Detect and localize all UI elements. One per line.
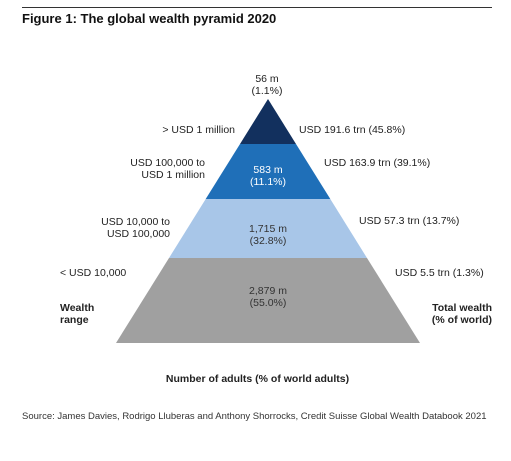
tier-2-wealth-range: USD 10,000 to USD 100,000: [101, 216, 170, 240]
pyramid-tier-top: [240, 99, 296, 144]
tier-3-adults-count: 2,879 m: [249, 285, 287, 297]
tier-3-adults-share: (55.0%): [249, 297, 287, 309]
top-rule: [22, 7, 492, 8]
figure-title: Figure 1: The global wealth pyramid 2020: [22, 11, 277, 26]
tier-2-adults-share: (32.8%): [249, 235, 287, 247]
tier-1-adults: 583 m (11.1%): [240, 164, 296, 188]
wealth-range-axis-title: Wealth range: [60, 302, 95, 326]
tier-0-total-wealth: USD 191.6 trn (45.8%): [299, 124, 406, 136]
tier-3-total-wealth: USD 5.5 trn (1.3%): [395, 267, 484, 279]
pyramid-tier-lower-middle: [169, 199, 367, 258]
tier-0-adults-count: 56 m: [255, 73, 279, 85]
tier-1-total-wealth: USD 163.9 trn (39.1%): [324, 157, 431, 169]
number-of-adults-axis-title: Number of adults (% of world adults): [165, 373, 350, 385]
tier-1-wealth-range: USD 100,000 to USD 1 million: [130, 157, 205, 181]
pyramid-tier-upper-middle: [205, 144, 331, 199]
tier-1-adults-share: (11.1%): [250, 176, 286, 188]
tier-2-adults: 1,715 m (32.8%): [236, 223, 300, 247]
tier-0-wealth-range: > USD 1 million: [162, 124, 235, 136]
tier-0-adults-share: (1.1%): [251, 85, 283, 97]
pyramid-tier-base: [116, 258, 420, 343]
tier-3-wealth-range: < USD 10,000: [60, 267, 127, 279]
source-note: Source: James Davies, Rodrigo Lluberas a…: [22, 411, 487, 422]
tier-0-adults: 56 m (1.1%): [247, 73, 287, 97]
total-wealth-axis-title: Total wealth (% of world): [431, 302, 492, 326]
tier-1-adults-count: 583 m: [253, 164, 283, 176]
tier-2-total-wealth: USD 57.3 trn (13.7%): [359, 215, 460, 227]
tier-3-adults: 2,879 m (55.0%): [236, 285, 300, 309]
tier-2-adults-count: 1,715 m: [249, 223, 287, 235]
